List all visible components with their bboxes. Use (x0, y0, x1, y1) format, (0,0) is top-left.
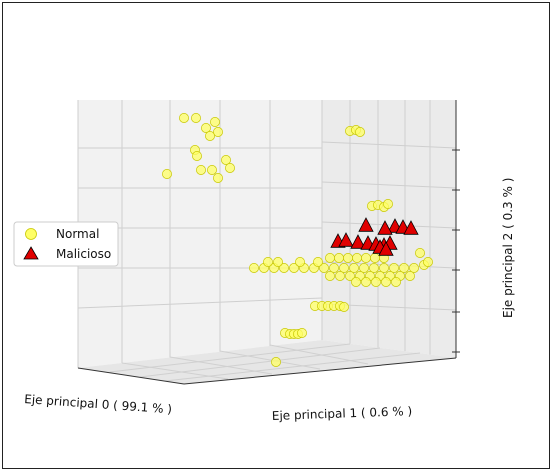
series-malicioso (330, 217, 419, 256)
grid-line (139, 347, 381, 378)
normal-point (191, 113, 201, 123)
grid-line (164, 352, 421, 382)
normal-point (319, 263, 329, 273)
axis-panes (78, 100, 456, 384)
normal-point (289, 263, 299, 273)
z-axis-ticks (452, 149, 460, 353)
normal-point (399, 263, 409, 273)
legend-normal-label: Normal (56, 227, 99, 241)
axis-lines (77, 100, 457, 385)
normal-point (263, 257, 273, 267)
normal-point (297, 328, 307, 338)
x-axis-label: Eje principal 0 ( 99.1 % ) (24, 392, 173, 416)
normal-point (349, 263, 359, 273)
y-axis-label: Eje principal 1 ( 0.6 % ) (272, 404, 413, 423)
malicioso-point (377, 220, 393, 235)
normal-point (325, 271, 335, 281)
normal-point (405, 271, 415, 281)
normal-point (355, 127, 365, 137)
normal-point (329, 263, 339, 273)
y-axis-line (183, 357, 457, 385)
normal-point (325, 253, 335, 263)
legend-malicioso-marker (23, 246, 39, 260)
grid-line (321, 141, 457, 149)
grid-line (321, 261, 457, 269)
normal-point (361, 277, 371, 287)
normal-point (345, 271, 355, 281)
normal-point (335, 271, 345, 281)
series-normal (162, 113, 433, 367)
normal-point (213, 173, 223, 183)
grid-line (321, 221, 457, 229)
malicioso-point (378, 241, 394, 256)
normal-point (389, 263, 399, 273)
legend: Normal Malicioso (13, 221, 119, 267)
normal-point (192, 151, 202, 161)
legend-normal-marker (25, 228, 37, 240)
normal-point (295, 257, 305, 267)
normal-point (339, 302, 349, 312)
normal-point (201, 123, 211, 133)
malicioso-point (358, 217, 374, 232)
normal-point (279, 263, 289, 273)
normal-point (213, 127, 223, 137)
normal-point (196, 165, 206, 175)
grid-line (77, 297, 323, 309)
normal-point (423, 257, 433, 267)
normal-point (221, 155, 231, 165)
normal-point (343, 253, 353, 263)
x-axis-line (77, 367, 185, 385)
normal-point (334, 253, 344, 263)
normal-point (207, 165, 217, 175)
normal-point (225, 163, 235, 173)
normal-point (352, 253, 362, 263)
malicioso-point (338, 232, 354, 247)
normal-point (339, 263, 349, 273)
normal-point (383, 199, 393, 209)
legend-malicioso-label: Malicioso (56, 247, 111, 261)
grid-line (109, 343, 351, 373)
normal-point (409, 263, 419, 273)
malicioso-point (350, 234, 366, 249)
grid-line (321, 181, 457, 189)
normal-point (249, 263, 259, 273)
normal-point (179, 113, 189, 123)
normal-point (359, 263, 369, 273)
normal-point (273, 257, 283, 267)
z-axis-label: Eje principal 2 ( 0.3 % ) (501, 178, 515, 318)
normal-point (371, 277, 381, 287)
normal-point (271, 357, 281, 367)
normal-point (379, 263, 389, 273)
normal-point (415, 248, 425, 258)
normal-point (369, 263, 379, 273)
normal-point (361, 253, 371, 263)
normal-point (205, 131, 215, 141)
legend-box (13, 221, 119, 267)
normal-point (210, 117, 220, 127)
malicioso-point (403, 220, 419, 235)
normal-point (391, 277, 401, 287)
normal-point (313, 257, 323, 267)
normal-point (370, 253, 380, 263)
normal-point (381, 277, 391, 287)
normal-point (351, 277, 361, 287)
normal-point (162, 169, 172, 179)
